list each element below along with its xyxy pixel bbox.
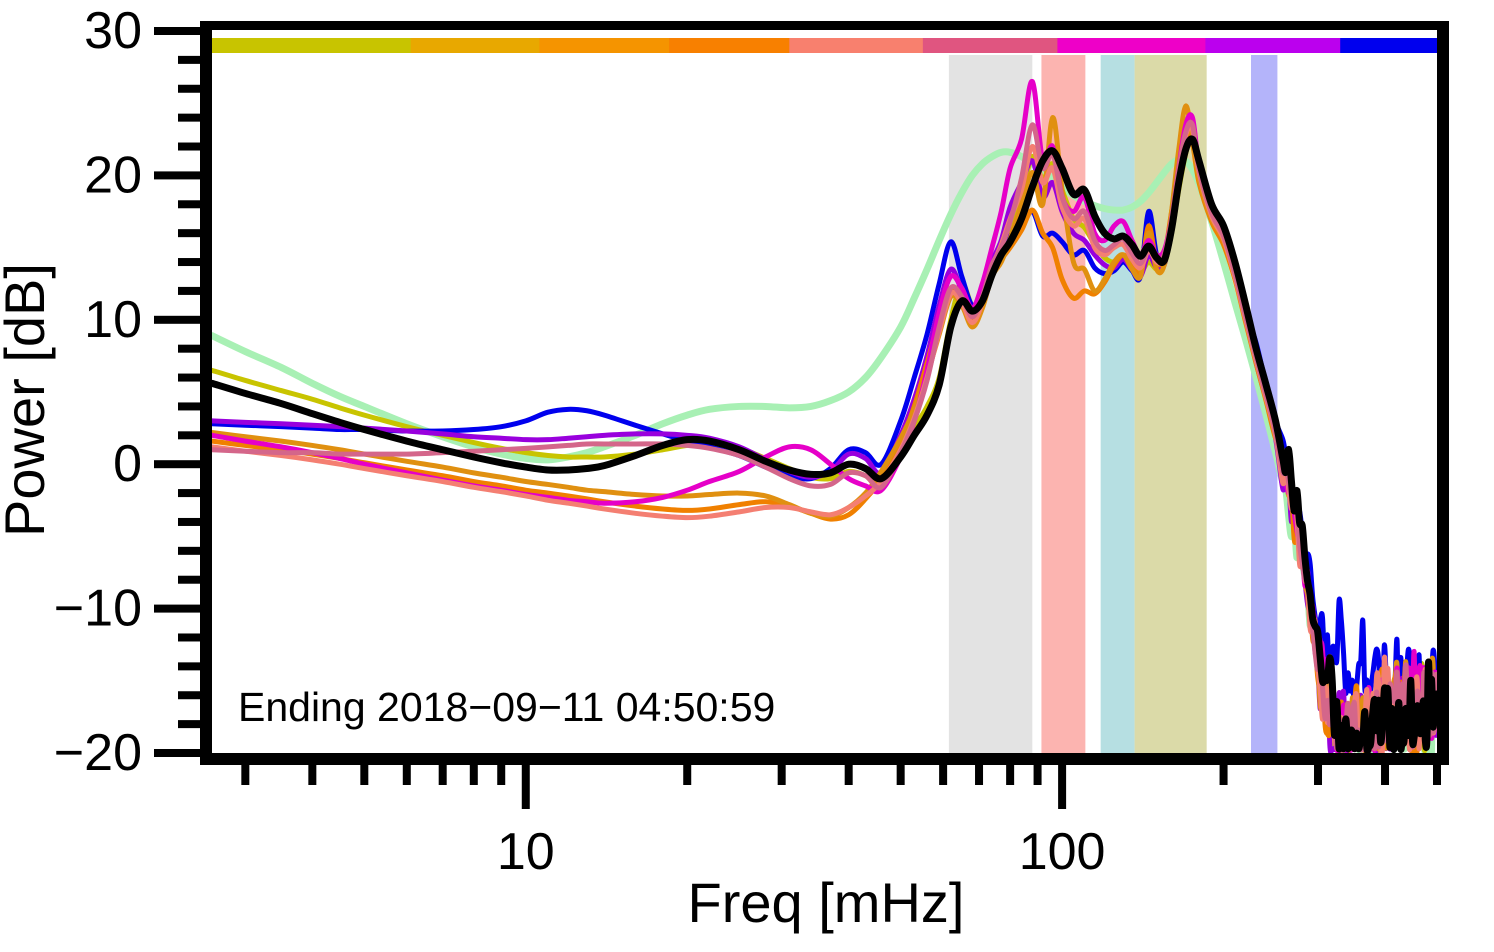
x-minor-tick bbox=[939, 753, 948, 785]
seg-amber bbox=[539, 38, 670, 53]
y-minor-tick bbox=[178, 373, 212, 382]
band-gray bbox=[948, 55, 1033, 753]
y-major-tick bbox=[154, 171, 212, 180]
y-tick-label: 0 bbox=[113, 435, 142, 493]
y-tick-label: 20 bbox=[84, 146, 142, 204]
y-minor-tick bbox=[178, 546, 212, 555]
y-minor-tick bbox=[178, 575, 212, 584]
x-major-tick bbox=[1058, 753, 1067, 809]
right-spine bbox=[1437, 21, 1449, 765]
y-minor-tick bbox=[178, 142, 212, 151]
x-axis-label: Freq [mHz] bbox=[688, 871, 965, 934]
seg-salmon bbox=[789, 38, 924, 53]
top-color-bar bbox=[212, 38, 1438, 53]
y-minor-tick bbox=[178, 113, 212, 122]
x-minor-tick bbox=[402, 753, 411, 785]
x-tick-label: 10 bbox=[497, 823, 555, 881]
y-minor-tick bbox=[178, 431, 212, 440]
x-minor-tick bbox=[497, 753, 506, 785]
seg-olive bbox=[212, 38, 412, 53]
x-tick-label: 100 bbox=[1019, 823, 1106, 881]
y-minor-tick bbox=[178, 720, 212, 729]
seg-rose bbox=[922, 38, 1059, 53]
band-cyan bbox=[1100, 55, 1135, 753]
x-minor-tick bbox=[308, 753, 317, 785]
y-major-tick bbox=[154, 27, 212, 35]
y-major-tick bbox=[154, 315, 212, 324]
y-minor-tick bbox=[178, 55, 212, 64]
seg-gold bbox=[410, 38, 540, 53]
x-minor-tick bbox=[1314, 753, 1323, 785]
y-minor-tick bbox=[178, 258, 212, 267]
x-axis-spine bbox=[200, 753, 1449, 765]
seg-magenta bbox=[1057, 38, 1207, 53]
y-minor-tick bbox=[178, 229, 212, 238]
shaded-bands-layer bbox=[948, 55, 1278, 753]
y-major-tick bbox=[154, 749, 212, 757]
x-minor-tick bbox=[1219, 753, 1228, 785]
x-major-tick bbox=[521, 753, 530, 809]
y-tick-label: −20 bbox=[54, 724, 142, 782]
axes-layer bbox=[154, 21, 1449, 809]
ending-timestamp-annotation: Ending 2018−09−11 04:50:59 bbox=[238, 684, 775, 730]
x-minor-tick bbox=[360, 753, 369, 785]
series-layer bbox=[212, 79, 1437, 753]
y-minor-tick bbox=[178, 662, 212, 671]
x-minor-tick bbox=[844, 753, 853, 785]
x-minor-tick bbox=[1033, 753, 1042, 785]
y-minor-tick bbox=[178, 402, 212, 411]
y-tick-label: 10 bbox=[84, 291, 142, 349]
y-minor-tick bbox=[178, 489, 212, 498]
y-minor-tick bbox=[178, 200, 212, 209]
y-minor-tick bbox=[178, 517, 212, 526]
seg-purple bbox=[1205, 38, 1341, 53]
y-axis-label: Power [dB] bbox=[0, 263, 56, 537]
y-major-tick bbox=[154, 460, 212, 469]
x-minor-tick bbox=[241, 753, 250, 785]
x-minor-tick bbox=[1006, 753, 1015, 785]
y-minor-tick bbox=[178, 691, 212, 700]
top-spine bbox=[200, 21, 1449, 30]
x-minor-tick bbox=[438, 753, 447, 785]
x-minor-tick bbox=[1381, 753, 1390, 785]
x-minor-tick bbox=[777, 753, 786, 785]
x-minor-tick bbox=[896, 753, 905, 785]
y-axis-spine bbox=[200, 21, 212, 765]
y-tick-label: −10 bbox=[54, 580, 142, 638]
seg-orange bbox=[669, 38, 790, 53]
y-minor-tick bbox=[178, 633, 212, 642]
y-tick-label: 30 bbox=[84, 2, 142, 60]
y-major-tick bbox=[154, 604, 212, 613]
y-minor-tick bbox=[178, 344, 212, 353]
y-minor-tick bbox=[178, 84, 212, 93]
x-minor-tick bbox=[469, 753, 478, 785]
x-minor-tick bbox=[683, 753, 692, 785]
x-minor-tick bbox=[1433, 753, 1441, 785]
seg-blue bbox=[1340, 38, 1438, 53]
y-minor-tick bbox=[178, 286, 212, 295]
x-minor-tick bbox=[975, 753, 984, 785]
series-mean bbox=[212, 135, 1437, 753]
